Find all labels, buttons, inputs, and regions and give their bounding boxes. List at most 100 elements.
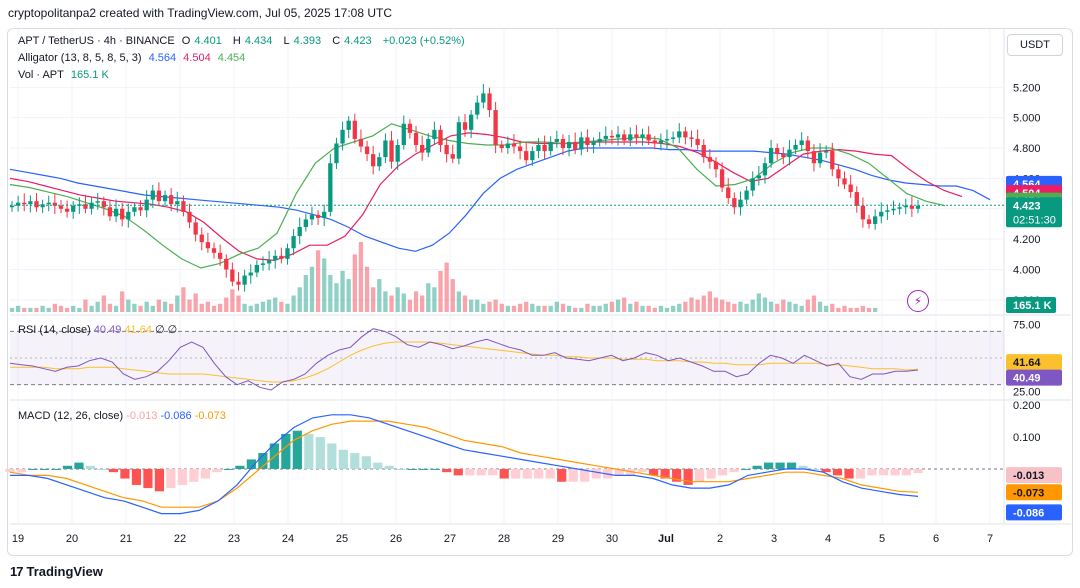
volume-bar bbox=[120, 291, 125, 312]
volume-bar bbox=[169, 303, 174, 312]
time-tick-label: 27 bbox=[444, 533, 456, 545]
macd-tag-label: -0.013 bbox=[1013, 470, 1044, 482]
candle-body bbox=[799, 140, 804, 146]
volume-bar bbox=[273, 297, 278, 312]
volume-bar bbox=[426, 283, 431, 312]
volume-bar bbox=[156, 299, 162, 312]
candle-body bbox=[744, 190, 749, 200]
macd-legend-part: MACD (12, 26, close) bbox=[18, 410, 126, 422]
candle-body bbox=[101, 201, 106, 208]
volume-name[interactable]: Vol · APT bbox=[18, 69, 64, 81]
candle-body bbox=[358, 138, 364, 147]
candle-body bbox=[211, 248, 217, 253]
rsi-legend: RSI (14, close) 40.49 41.64 ∅ ∅ bbox=[18, 324, 177, 336]
candle-body bbox=[169, 195, 174, 205]
alligator-teeth-line bbox=[9, 132, 963, 262]
candle-body bbox=[897, 207, 902, 209]
candle-body bbox=[58, 205, 64, 209]
macd-tick-label: 0.100 bbox=[1013, 432, 1041, 444]
volume-bar bbox=[95, 301, 100, 312]
candle-body bbox=[548, 141, 553, 152]
macd-histogram-bar bbox=[39, 468, 50, 470]
alligator-jaw-line bbox=[9, 147, 991, 252]
time-tick-label: 7 bbox=[987, 533, 993, 545]
currency-button[interactable]: USDT bbox=[1007, 34, 1063, 56]
candle-body bbox=[866, 219, 872, 224]
macd-histogram-bar bbox=[855, 468, 866, 479]
candle-body bbox=[762, 163, 768, 176]
rsi-tick-label: 75.00 bbox=[1013, 320, 1041, 332]
candle-body bbox=[573, 141, 578, 150]
volume-bar bbox=[585, 303, 590, 312]
volume-bar bbox=[848, 307, 853, 312]
candle-body bbox=[775, 148, 780, 155]
macd-tag bbox=[1006, 504, 1062, 521]
candle-body bbox=[879, 211, 884, 217]
candle-body bbox=[909, 205, 915, 209]
macd-histogram-bar bbox=[223, 468, 233, 470]
candle-body bbox=[260, 263, 266, 265]
candle-body bbox=[34, 201, 39, 208]
candle-body bbox=[487, 93, 492, 111]
volume-bar bbox=[383, 291, 388, 312]
candle-body bbox=[713, 161, 719, 170]
macd-histogram-bar bbox=[350, 453, 360, 469]
alligator-name[interactable]: Alligator (13, 8, 5, 8, 5, 3) bbox=[18, 52, 142, 64]
macd-histogram-bar bbox=[292, 430, 302, 469]
candle-body bbox=[303, 219, 308, 227]
macd-histogram-bar bbox=[5, 468, 15, 473]
macd-histogram-bar bbox=[28, 468, 38, 470]
candle-body bbox=[468, 114, 474, 130]
candle-body bbox=[340, 129, 345, 144]
macd-histogram-bar bbox=[844, 468, 854, 479]
candle-body bbox=[279, 255, 284, 259]
rsi-tag-label: 40.49 bbox=[1013, 373, 1041, 385]
volume-bar bbox=[719, 299, 725, 312]
macd-histogram-bar bbox=[51, 468, 61, 470]
volume-bar bbox=[560, 303, 566, 312]
volume-bar bbox=[52, 303, 57, 312]
volume-bar bbox=[371, 287, 376, 312]
volume-bar bbox=[689, 297, 694, 312]
macd-histogram-bar bbox=[453, 468, 463, 476]
tradingview-logo[interactable]: 17 TradingView bbox=[10, 564, 103, 579]
symbol-label[interactable]: APT / TetherUS · 4h · BINANCE bbox=[18, 35, 175, 47]
volume-bar bbox=[628, 303, 633, 312]
macd-histogram-bar bbox=[338, 449, 348, 469]
macd-histogram-bar bbox=[890, 468, 900, 476]
time-tick-label: 25 bbox=[336, 533, 348, 545]
candle-body bbox=[615, 134, 621, 138]
macd-tag-label: -0.086 bbox=[1013, 507, 1044, 519]
candle-body bbox=[71, 205, 76, 212]
candle-body bbox=[701, 145, 706, 158]
macd-histogram-bar bbox=[786, 462, 797, 469]
volume-bar bbox=[64, 307, 70, 312]
volume-bar bbox=[77, 307, 82, 312]
volume-bar bbox=[9, 307, 15, 312]
macd-histogram-bar bbox=[740, 468, 751, 470]
candle-body bbox=[756, 175, 761, 179]
macd-histogram-bar bbox=[660, 468, 670, 479]
volume-bar bbox=[407, 299, 413, 312]
candle-body bbox=[830, 151, 835, 170]
volume-bar bbox=[873, 307, 878, 312]
macd-tag bbox=[1006, 467, 1062, 484]
candle-body bbox=[860, 205, 866, 220]
volume-bar bbox=[205, 301, 211, 312]
ohlc-open: O 4.401 bbox=[181, 35, 222, 47]
volume-bar bbox=[493, 299, 498, 312]
volume-bar bbox=[658, 305, 664, 312]
volume-bar bbox=[420, 295, 425, 312]
volume-bar bbox=[787, 301, 792, 312]
candle-body bbox=[854, 192, 859, 206]
volume-bar bbox=[738, 301, 743, 312]
time-tick-label: 3 bbox=[771, 533, 777, 545]
volume-bar bbox=[487, 301, 492, 312]
candle-body bbox=[162, 195, 168, 202]
lightning-icon[interactable]: ⚡ bbox=[907, 290, 929, 312]
bar-countdown-label: 02:51:30 bbox=[1013, 214, 1056, 226]
price-tick-label: 5.200 bbox=[1013, 82, 1041, 94]
time-tick-label: 29 bbox=[552, 533, 564, 545]
volume-bar bbox=[468, 299, 474, 312]
